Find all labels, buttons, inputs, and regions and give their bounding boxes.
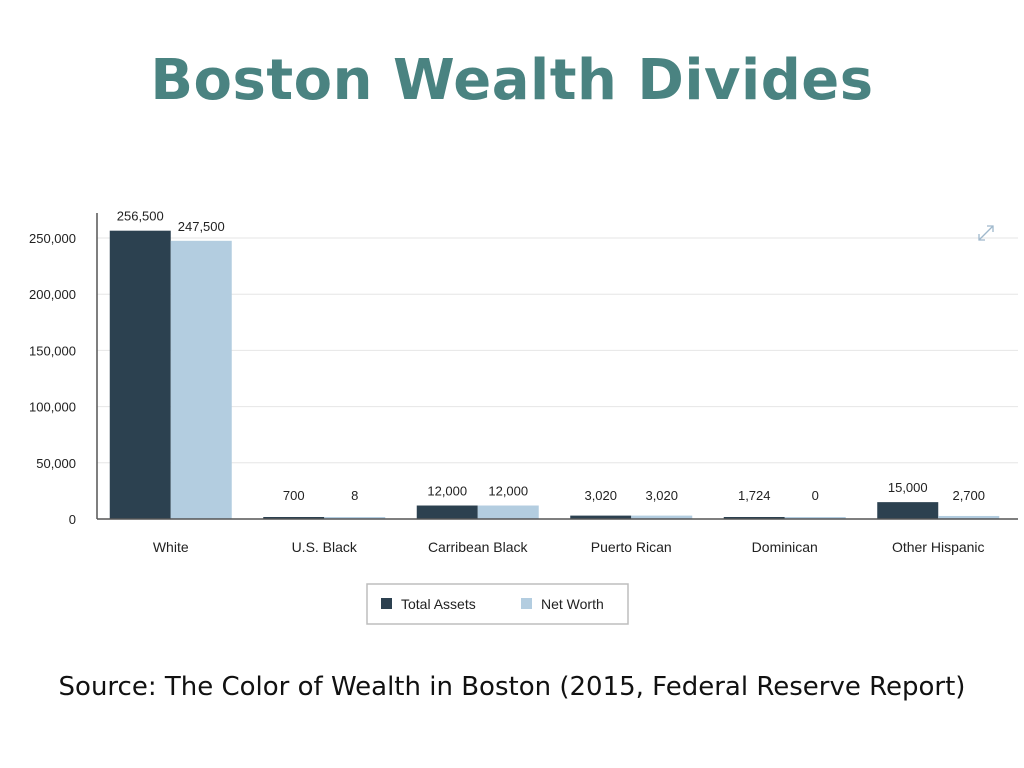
source-note: Source: The Color of Wealth in Boston (2…: [58, 672, 966, 702]
data-label: 15,000: [888, 480, 928, 495]
bar-chart: 0 50,000 100,000 150,000 200,000 250,000 256,…: [29, 209, 1018, 625]
gridlines: [97, 237, 1018, 464]
bar-net-worth[interactable]: [784, 517, 846, 519]
data-label: 247,500: [178, 219, 225, 234]
data-label: 3,020: [645, 488, 678, 503]
data-label: 0: [812, 488, 819, 503]
bar-total-assets[interactable]: [570, 515, 632, 519]
category-label: Other Hispanic: [892, 539, 985, 555]
bar-net-worth[interactable]: [477, 505, 539, 519]
data-label: 1,724: [738, 488, 771, 503]
slide-title: Boston Wealth Divides: [150, 48, 874, 113]
expand-arrows-icon[interactable]: [975, 222, 997, 244]
bar-net-worth[interactable]: [170, 240, 232, 519]
legend-label[interactable]: Net Worth: [541, 596, 604, 612]
y-tick-label: 200,000: [29, 287, 76, 302]
y-tick-label: 50,000: [36, 456, 76, 471]
bar-total-assets[interactable]: [877, 502, 939, 519]
category-label: White: [153, 539, 189, 555]
category-label: U.S. Black: [292, 539, 358, 555]
category-labels: White U.S. Black Carribean Black Puerto Ric…: [153, 539, 985, 555]
bar-total-assets[interactable]: [109, 230, 171, 519]
legend: Total Assets Net Worth: [366, 583, 629, 625]
legend-box: [366, 583, 629, 625]
data-label: 700: [283, 488, 305, 503]
data-label: 3,020: [584, 488, 617, 503]
bar-total-assets[interactable]: [723, 517, 785, 519]
y-tick-label: 250,000: [29, 231, 76, 246]
data-label: 2,700: [952, 488, 985, 503]
data-label: 256,500: [117, 209, 164, 224]
category-label: Carribean Black: [428, 539, 529, 555]
y-tick-label: 0: [69, 512, 76, 527]
bar-net-worth[interactable]: [631, 515, 693, 519]
legend-swatch: [521, 598, 532, 609]
y-axis-ticks: 0 50,000 100,000 150,000 200,000 250,000: [29, 231, 76, 527]
category-label: Dominican: [752, 539, 818, 555]
bar-net-worth[interactable]: [938, 515, 1000, 519]
legend-swatch: [381, 598, 392, 609]
data-label: 12,000: [427, 484, 467, 499]
bar-total-assets[interactable]: [263, 517, 325, 519]
y-tick-label: 100,000: [29, 400, 76, 415]
y-tick-label: 150,000: [29, 343, 76, 358]
category-label: Puerto Rican: [591, 539, 672, 555]
bar-total-assets[interactable]: [416, 505, 478, 519]
bars: 256,500 247,500 700 8 12,000 12,000 3,020 3,020…: [109, 209, 1000, 519]
legend-label[interactable]: Total Assets: [401, 596, 476, 612]
data-label: 8: [351, 488, 358, 503]
bar-net-worth[interactable]: [324, 517, 386, 519]
data-label: 12,000: [488, 484, 528, 499]
